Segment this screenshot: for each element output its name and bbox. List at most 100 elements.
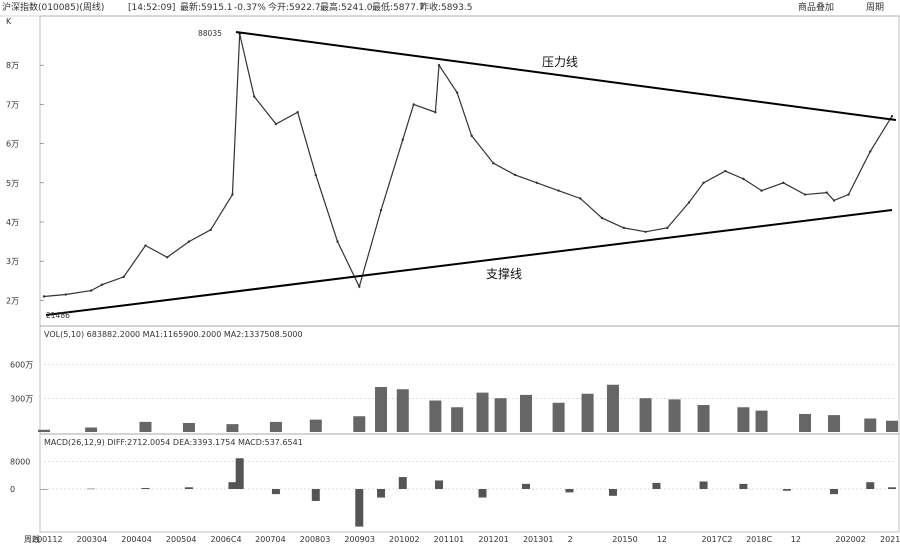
macd-bar [271,489,280,495]
volume-panel-frame [39,325,900,435]
x-tick-label: 200112 [32,535,63,544]
price-point [600,216,604,220]
volume-y-tick: 300万 [10,394,33,403]
price-point [358,285,361,288]
macd-title: MACD(26,12,9) DIFF:2712.0054 DEA:3393.17… [44,438,303,447]
price-line [43,33,893,298]
header-prev: 昨收:5893.5 [420,1,473,13]
volume-bar [864,418,877,432]
price-point [314,173,317,177]
header-change: -0.37% [234,3,266,13]
header-high: 最高:5241.0 [320,1,373,13]
support-line [45,209,893,316]
header-instrument: 沪深指数(010085)(周线) [2,1,104,13]
volume-bar [309,419,322,432]
volume-bar [886,420,898,432]
price-point [535,181,539,184]
volume-bar [494,398,507,432]
macd-bar [782,489,791,491]
macd-bar [866,482,875,489]
volume-bar [226,424,239,432]
x-tick-label: 12 [657,535,667,544]
peak-label: 88035 [198,29,222,38]
price-point [89,289,93,292]
volume-bar [38,429,50,432]
resistance-label: 压力线 [542,55,578,69]
price-point [187,240,191,243]
price-point [252,95,256,98]
price-point [890,114,894,118]
macd-bar [521,483,530,489]
x-tick-label: 201101 [434,535,465,544]
price-point [825,191,828,194]
macd-bar [141,487,150,489]
volume-bar [799,414,812,432]
volume-bar [476,392,489,432]
price-point [492,162,495,165]
x-tick-label: 200903 [344,535,375,544]
macd-bar [377,489,386,498]
price-point [760,189,763,192]
price-point [702,181,705,184]
macd-bars [40,458,896,527]
x-tick-label: 12 [791,535,801,544]
price-point [144,244,147,247]
macd-bar [184,487,193,489]
x-tick-label: 200404 [121,535,152,544]
volume-bars [38,384,898,432]
trendlines [45,31,897,316]
overlay-button[interactable]: 商品叠加 [798,1,834,13]
macd-bar [40,489,48,490]
volume-bar [606,384,619,432]
volume-bar [828,415,841,432]
volume-y-ticks: 600万 300万 [10,361,896,403]
price-point [455,91,459,94]
price-point [64,293,67,296]
x-tick-label: 201301 [523,535,554,544]
price-point [803,193,807,196]
x-tick-label: 2 [568,535,573,544]
header-latest: 最新:5915.1 [180,1,233,13]
macd-bar [699,481,708,489]
price-point [579,197,582,200]
volume-y-tick: 600万 [10,361,33,370]
price-point [209,228,212,232]
start-label: 21486 [46,311,70,320]
price-point [166,256,169,259]
volume-bar [737,407,750,432]
x-tick-label: 201201 [478,535,509,544]
macd-y-tick: 8000 [10,458,30,467]
price-point [412,103,415,106]
volume-bar [639,398,652,432]
volume-bar [375,387,388,432]
price-point [644,230,647,233]
volume-bar [519,394,532,432]
price-point [470,134,473,137]
macd-bar [478,489,487,498]
x-axis-ticks: 200112 200304 200404 200504 2006C4 200704 2008… [32,535,900,544]
price-y-ticks: 2万 3万 4万 5万 6万 7万 8万 [6,61,44,305]
macd-y-tick: 0 [10,485,15,494]
price-y-tick: 6万 [6,140,19,149]
macd-bar [739,483,748,489]
x-tick-label: 2006C4 [211,535,242,544]
macd-bar [652,482,661,489]
x-tick-label: 2018C [746,535,772,544]
header-time: [14:52:09] [128,3,175,13]
x-tick-label: 200304 [77,535,108,544]
price-y-tick: 5万 [6,179,19,188]
header-open: 今开:5922.7 [268,1,321,13]
price-point [832,199,836,202]
period-button[interactable]: 周期 [866,2,884,13]
macd-bar [228,482,237,489]
resistance-line [235,31,897,121]
volume-bar [451,407,464,432]
volume-bar [668,399,681,432]
price-y-tick: 3万 [6,257,19,266]
price-point [742,177,745,181]
macd-bar [311,489,320,501]
price-point [379,209,383,212]
price-point [437,63,441,67]
macd-bar [608,489,617,496]
header-bar: 沪深指数(010085)(周线) [14:52:09] 最新:5915.1 -0… [2,1,884,13]
